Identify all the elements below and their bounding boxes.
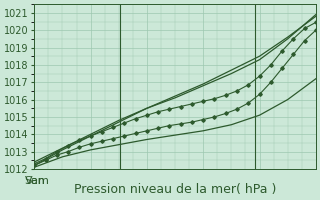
Text: Ven: Ven [25,176,45,186]
X-axis label: Pression niveau de la mer( hPa ): Pression niveau de la mer( hPa ) [74,183,276,196]
Text: Sam: Sam [24,176,49,186]
